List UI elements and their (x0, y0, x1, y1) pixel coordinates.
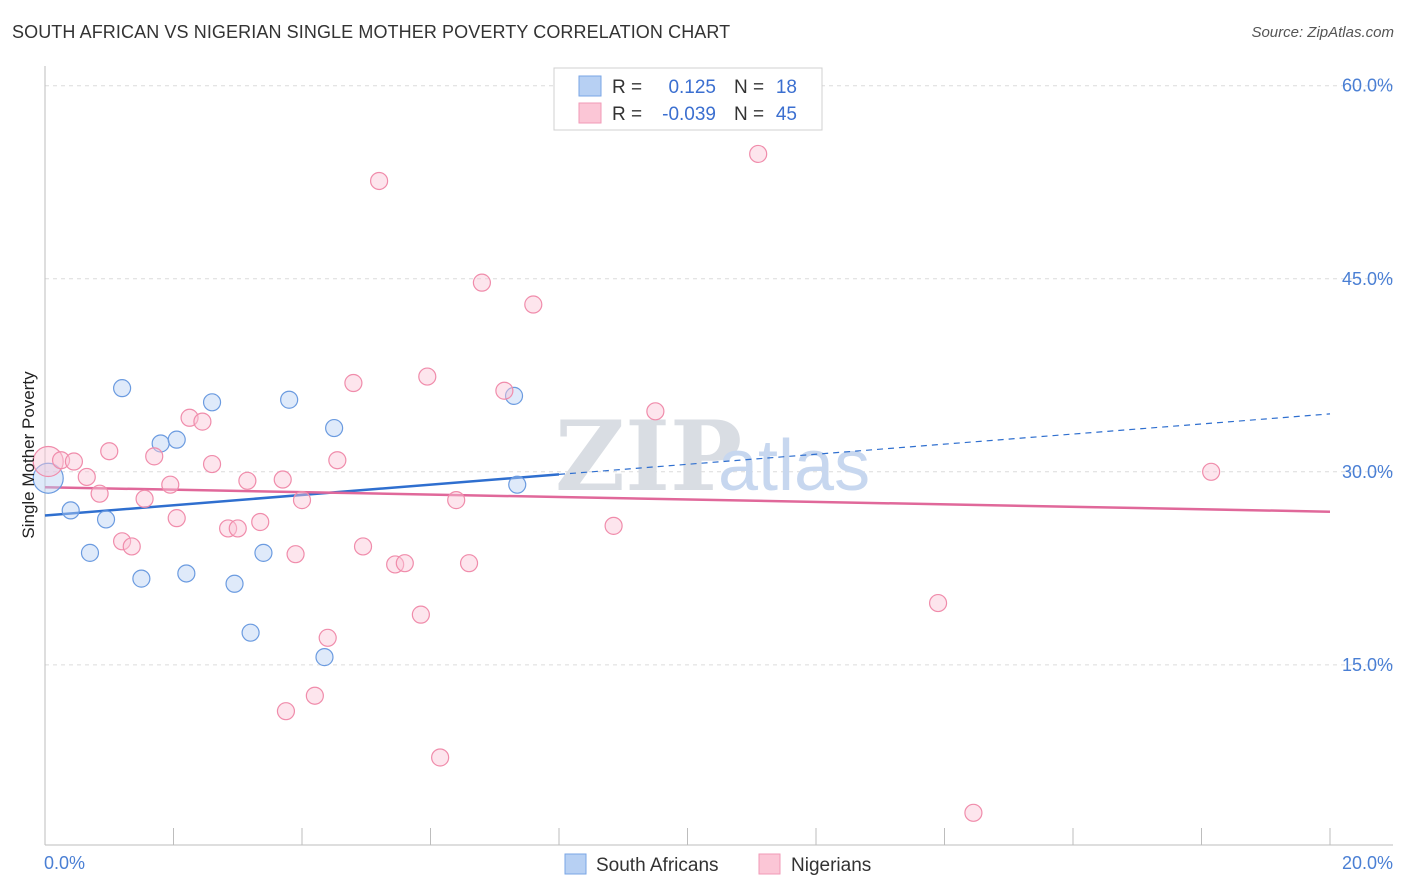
point-nigerian-6 (112, 532, 132, 551)
point-nigerian-40 (646, 402, 665, 421)
point-nigerian-43 (964, 803, 983, 822)
source-label: Source: ZipAtlas.com (1251, 24, 1394, 41)
y-tick-label-2: 45.0% (1342, 269, 1393, 289)
point-south-african-0 (32, 462, 64, 494)
point-nigerian-3 (77, 467, 96, 487)
point-nigerian-11 (167, 509, 186, 528)
point-nigerian-42 (928, 593, 948, 613)
point-nigerian-29 (386, 555, 405, 574)
bottom-legend-label-south-africans: South Africans (596, 855, 719, 876)
point-nigerian-27 (353, 537, 373, 556)
point-nigerian-33 (431, 748, 450, 767)
point-nigerian-31 (411, 605, 430, 624)
point-nigerian-44 (1202, 462, 1221, 481)
point-nigerian-4 (90, 484, 109, 503)
point-nigerian-37 (495, 381, 514, 400)
point-south-african-10 (225, 574, 244, 593)
data-points (32, 144, 1221, 822)
point-south-african-3 (96, 510, 116, 529)
point-nigerian-20 (276, 702, 296, 721)
point-south-african-16 (504, 386, 524, 405)
point-nigerian-7 (122, 537, 141, 556)
point-nigerian-22 (292, 491, 312, 510)
point-nigerian-24 (318, 628, 337, 647)
point-south-african-13 (280, 390, 299, 409)
point-south-african-15 (325, 418, 344, 438)
bottom-legend-swatch-south-africans (564, 853, 587, 875)
point-nigerian-25 (328, 451, 347, 470)
legend-swatch-nigerians (578, 102, 602, 124)
chart-title: SOUTH AFRICAN VS NIGERIAN SINGLE MOTHER … (12, 22, 731, 42)
point-nigerian-14 (202, 454, 222, 474)
y-tick-label-1: 30.0% (1342, 462, 1393, 482)
bottom-legend-swatch-nigerians (758, 853, 781, 875)
y-tick-label-3: 60.0% (1342, 76, 1393, 96)
correlation-legend: R = 0.125 N = 18 R = -0.039 N = 45 (553, 67, 823, 131)
point-nigerian-30 (395, 554, 414, 573)
watermark: ZIP atlas (555, 400, 870, 513)
point-nigerian-36 (472, 273, 491, 292)
y-tick-labels: 15.0% 30.0% 45.0% 60.0% (1342, 76, 1393, 675)
legend-r-label-sa: R = (612, 77, 642, 98)
point-south-african-4 (112, 379, 132, 398)
point-nigerian-16 (228, 519, 247, 538)
legend-r-label-ng: R = (612, 104, 642, 125)
point-nigerian-13 (193, 412, 212, 431)
trend-line-south-africans-projection (558, 413, 1331, 475)
point-nigerian-35 (459, 554, 479, 573)
point-nigerian-18 (251, 512, 270, 532)
series-legend: South Africans Nigerians (564, 853, 871, 876)
x-tick-max-label: 20.0% (1342, 853, 1393, 873)
legend-n-value-ng: 45 (776, 104, 797, 125)
point-south-african-14 (315, 648, 334, 667)
y-axis-label: Single Mother Poverty (19, 371, 38, 539)
point-nigerian-32 (418, 367, 437, 386)
point-nigerian-26 (344, 373, 363, 393)
axes (44, 66, 1393, 846)
point-nigerian-41 (749, 144, 768, 164)
point-south-african-9 (202, 393, 222, 412)
point-south-african-11 (241, 623, 260, 642)
y-tick-label-0: 15.0% (1342, 655, 1393, 675)
legend-r-value-ng: -0.039 (662, 104, 716, 125)
legend-n-label-sa: N = (734, 77, 764, 98)
legend-n-value-sa: 18 (776, 77, 797, 98)
legend-n-label-ng: N = (734, 104, 764, 125)
point-nigerian-15 (219, 519, 238, 538)
x-tick-min-label: 0.0% (44, 853, 85, 873)
point-nigerian-9 (145, 447, 164, 466)
point-south-african-5 (132, 569, 151, 588)
trend-lines (44, 413, 1331, 517)
point-nigerian-10 (161, 475, 180, 494)
point-south-african-17 (508, 475, 527, 494)
point-south-african-1 (61, 501, 80, 520)
point-nigerian-34 (447, 491, 466, 510)
point-nigerian-23 (305, 686, 324, 705)
trend-line-south-africans (44, 473, 560, 517)
legend-swatch-south-africans (578, 75, 602, 97)
point-nigerian-39 (604, 516, 623, 535)
point-nigerian-28 (370, 171, 389, 191)
trend-line-nigerians (44, 485, 1331, 513)
point-nigerian-21 (286, 545, 305, 564)
point-nigerian-8 (135, 489, 154, 508)
bottom-legend-label-nigerians: Nigerians (791, 855, 871, 876)
point-nigerian-2 (64, 452, 84, 471)
point-south-african-12 (254, 543, 273, 562)
point-nigerian-38 (524, 295, 543, 314)
watermark-atlas: atlas (718, 426, 870, 506)
watermark-zip: ZIP (555, 400, 742, 513)
point-nigerian-5 (100, 442, 119, 461)
point-nigerian-19 (273, 470, 292, 489)
grid-lines (45, 85, 1393, 666)
legend-r-value-sa: 0.125 (668, 77, 716, 98)
point-nigerian-17 (238, 471, 257, 490)
point-south-african-2 (80, 543, 100, 562)
point-south-african-8 (177, 564, 196, 583)
point-south-african-7 (167, 430, 186, 449)
